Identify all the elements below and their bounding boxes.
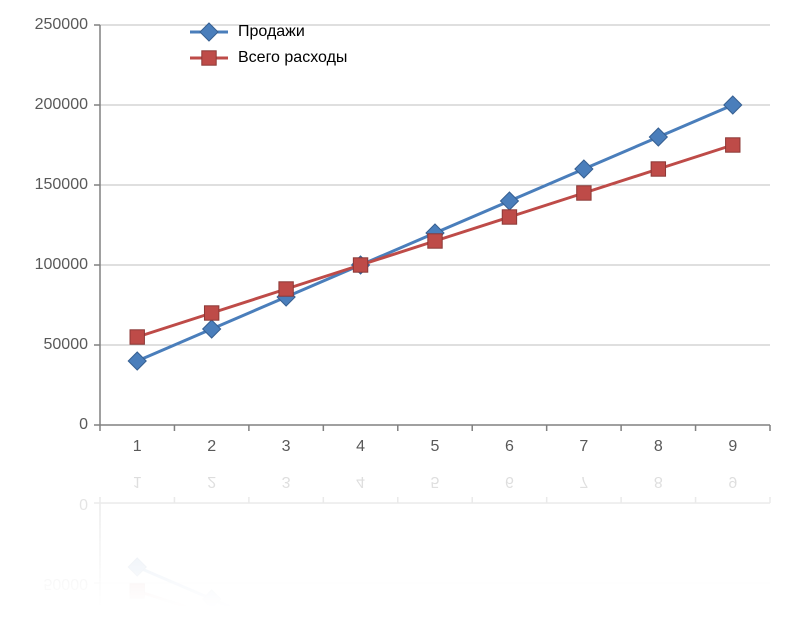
marker-square xyxy=(130,584,144,598)
x-tick-label: 5 xyxy=(431,438,440,455)
marker-diamond xyxy=(649,128,667,146)
x-tick-label: 8 xyxy=(654,473,663,490)
y-tick-label: 100000 xyxy=(35,256,88,273)
chart-svg: 050000100000150000200000250000123456789П… xyxy=(0,0,800,617)
legend: Продажи Всего расходы xyxy=(190,23,347,66)
x-tick-label: 4 xyxy=(356,438,365,455)
x-tick-label: 2 xyxy=(207,473,216,490)
x-tick-label: 7 xyxy=(579,473,588,490)
marker-diamond xyxy=(500,192,518,210)
marker-diamond xyxy=(128,352,146,370)
line-chart: 050000100000150000200000250000123456789П… xyxy=(0,0,800,617)
marker-square xyxy=(726,138,740,152)
x-tick-label: 3 xyxy=(282,438,291,455)
y-tick-label: 50000 xyxy=(44,336,89,353)
marker-square xyxy=(204,306,218,320)
marker-diamond xyxy=(575,160,593,178)
legend-label: Продажи xyxy=(238,23,305,40)
x-tick-label: 7 xyxy=(579,438,588,455)
x-tick-label: 5 xyxy=(431,473,440,490)
marker-square xyxy=(577,186,591,200)
x-tick-label: 8 xyxy=(654,438,663,455)
x-tick-label: 2 xyxy=(207,438,216,455)
marker-diamond xyxy=(724,96,742,114)
marker-square xyxy=(428,234,442,248)
x-tick-label: 9 xyxy=(728,473,737,490)
marker-square xyxy=(279,282,293,296)
marker-square xyxy=(353,258,367,272)
x-tick-label: 6 xyxy=(505,473,514,490)
y-tick-label: 0 xyxy=(79,416,88,433)
marker-square xyxy=(502,210,516,224)
legend-item: Всего расходы xyxy=(190,49,347,66)
y-tick-label: 200000 xyxy=(35,96,88,113)
x-tick-label: 4 xyxy=(356,473,365,490)
marker-diamond xyxy=(200,23,218,41)
marker-square xyxy=(651,162,665,176)
marker-diamond xyxy=(203,320,221,338)
y-tick-label: 50000 xyxy=(44,575,89,592)
legend-label: Всего расходы xyxy=(238,49,347,66)
x-tick-label: 1 xyxy=(133,438,142,455)
marker-diamond xyxy=(203,590,221,608)
marker-square xyxy=(204,608,218,617)
legend-item: Продажи xyxy=(190,23,305,41)
y-tick-label: 150000 xyxy=(35,176,88,193)
x-tick-label: 9 xyxy=(728,438,737,455)
y-tick-label: 250000 xyxy=(35,16,88,33)
marker-square xyxy=(130,330,144,344)
chart-reflection: 050000100000150000200000250000123456789П… xyxy=(35,473,770,617)
chart-main: 0 50000 100000 150000 200000 250000 1 2 3 4 5 6 7 8 9 П… xyxy=(35,16,770,455)
x-tick-label: 6 xyxy=(505,438,514,455)
x-tick-label: 1 xyxy=(133,473,142,490)
marker-diamond xyxy=(128,558,146,576)
x-tick-label: 3 xyxy=(282,473,291,490)
marker-square xyxy=(202,51,216,65)
series-line-0 xyxy=(137,567,733,617)
y-tick-label: 0 xyxy=(79,495,88,512)
